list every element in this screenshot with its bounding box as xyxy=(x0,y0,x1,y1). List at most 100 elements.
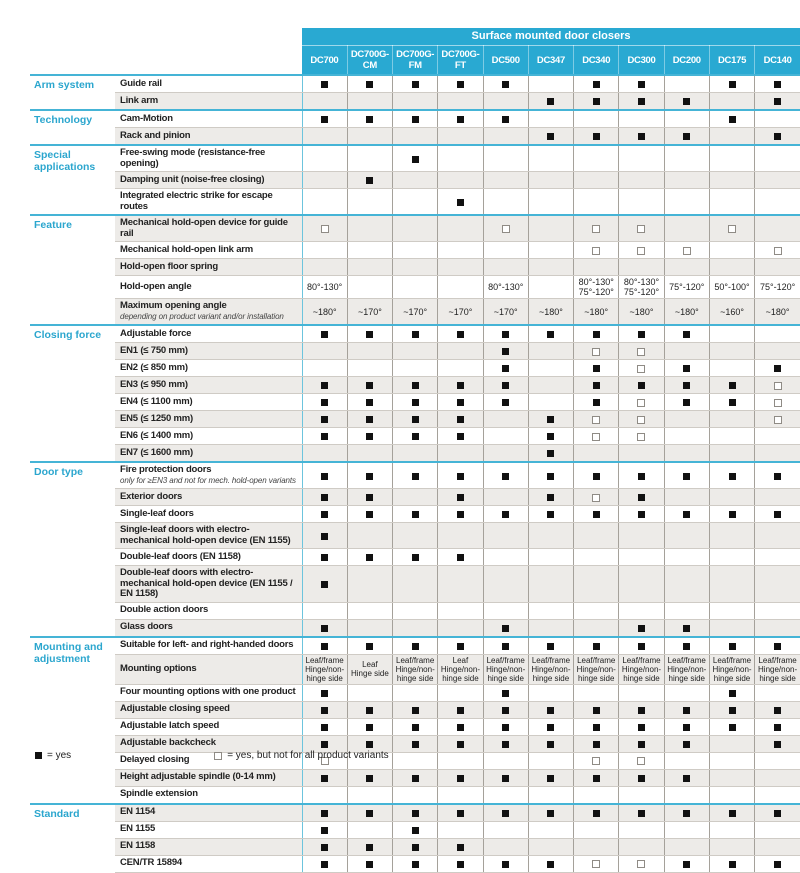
feature-label: Height adjustable spindle (0-14 mm) xyxy=(115,769,302,787)
status-cell xyxy=(437,444,484,463)
status-cell xyxy=(573,342,619,360)
status-cell xyxy=(346,275,393,299)
yes-icon xyxy=(502,348,510,356)
feature-label: EN 1158 xyxy=(115,838,302,856)
table-row: EN7 (≤ 1600 mm) xyxy=(30,444,800,463)
section-label: Standard xyxy=(30,802,115,872)
yes-icon xyxy=(321,433,329,441)
status-cell xyxy=(663,92,710,111)
partial-icon xyxy=(637,364,646,373)
status-cell xyxy=(754,619,800,637)
status-cell xyxy=(346,241,393,259)
status-cell xyxy=(482,92,529,111)
status-cell xyxy=(482,258,529,276)
status-cell xyxy=(573,735,619,753)
partial-icon xyxy=(728,225,737,234)
status-cell xyxy=(663,802,710,822)
yes-icon xyxy=(592,472,600,480)
status-cell xyxy=(392,735,438,753)
header-spacer xyxy=(30,28,302,46)
yes-icon xyxy=(637,642,645,650)
status-cell xyxy=(346,548,393,566)
status-cell xyxy=(663,565,710,603)
status-cell xyxy=(618,855,665,873)
status-cell xyxy=(346,488,393,506)
table-row: Hold-open floor spring xyxy=(30,258,800,276)
status-cell xyxy=(618,342,665,360)
yes-icon xyxy=(502,331,510,339)
status-cell xyxy=(301,410,348,428)
status-cell xyxy=(437,488,484,506)
yes-icon xyxy=(411,723,419,731)
status-cell xyxy=(346,635,393,655)
value-cell: Leaf/frame Hinge/non-hinge side xyxy=(754,654,800,685)
status-cell xyxy=(573,144,619,172)
yes-icon xyxy=(411,382,419,390)
table-row: EN4 (≤ 1100 mm) xyxy=(30,393,800,411)
table-row: Rack and pinion xyxy=(30,127,800,146)
status-cell xyxy=(573,505,619,523)
status-cell xyxy=(618,505,665,523)
status-cell xyxy=(527,769,574,787)
status-cell xyxy=(346,786,393,804)
yes-icon xyxy=(728,809,736,817)
table-row: Mechanical hold-open link arm xyxy=(30,241,800,259)
status-cell xyxy=(482,488,529,506)
yes-icon xyxy=(321,382,329,390)
partial-icon xyxy=(637,225,646,234)
status-cell xyxy=(573,92,619,111)
status-cell xyxy=(437,74,484,93)
table-row: Mounting options Leaf/frame Hinge/non-hin… xyxy=(30,654,800,685)
yes-icon xyxy=(366,494,374,502)
status-cell xyxy=(573,324,619,343)
status-cell xyxy=(392,359,438,377)
status-cell xyxy=(392,393,438,411)
status-cell xyxy=(527,342,574,360)
status-cell xyxy=(301,393,348,411)
status-cell xyxy=(527,359,574,377)
status-cell xyxy=(346,342,393,360)
status-cell xyxy=(437,786,484,804)
table-row: Exterior doors xyxy=(30,488,800,506)
yes-icon xyxy=(456,511,464,519)
yes-icon xyxy=(774,740,782,748)
partial-icon xyxy=(592,415,601,424)
status-cell xyxy=(573,821,619,839)
status-cell xyxy=(618,701,665,719)
status-cell xyxy=(663,427,710,445)
feature-label: Integrated electric strike for escape ro… xyxy=(115,188,302,216)
status-cell xyxy=(482,701,529,719)
status-cell xyxy=(437,214,484,242)
status-cell xyxy=(618,92,665,111)
status-cell xyxy=(573,752,619,770)
yes-icon xyxy=(774,98,782,106)
status-cell xyxy=(708,74,755,93)
status-cell xyxy=(482,410,529,428)
yes-icon xyxy=(321,331,329,339)
status-cell xyxy=(437,522,484,549)
yes-icon xyxy=(547,809,555,817)
status-cell xyxy=(618,393,665,411)
yes-icon xyxy=(637,331,645,339)
status-cell xyxy=(663,342,710,360)
status-cell xyxy=(346,410,393,428)
yes-icon xyxy=(637,624,645,632)
yes-icon xyxy=(637,774,645,782)
value-cell: ~180° xyxy=(527,298,574,326)
status-cell xyxy=(618,752,665,770)
partial-icon xyxy=(592,860,601,869)
status-cell xyxy=(437,602,484,620)
status-cell xyxy=(754,855,800,873)
feature-label: Single-leaf doors xyxy=(115,505,302,523)
status-cell xyxy=(301,565,348,603)
status-cell xyxy=(754,522,800,549)
feature-label: Double-leaf doors (EN 1158) xyxy=(115,548,302,566)
partial-icon xyxy=(773,381,782,390)
yes-icon xyxy=(547,450,555,458)
value-cell: 80°-130° xyxy=(482,275,529,299)
status-cell xyxy=(573,241,619,259)
yes-icon xyxy=(366,399,374,407)
status-cell xyxy=(346,376,393,394)
feature-label: Damping unit (noise-free closing) xyxy=(115,171,302,189)
status-cell xyxy=(754,684,800,702)
